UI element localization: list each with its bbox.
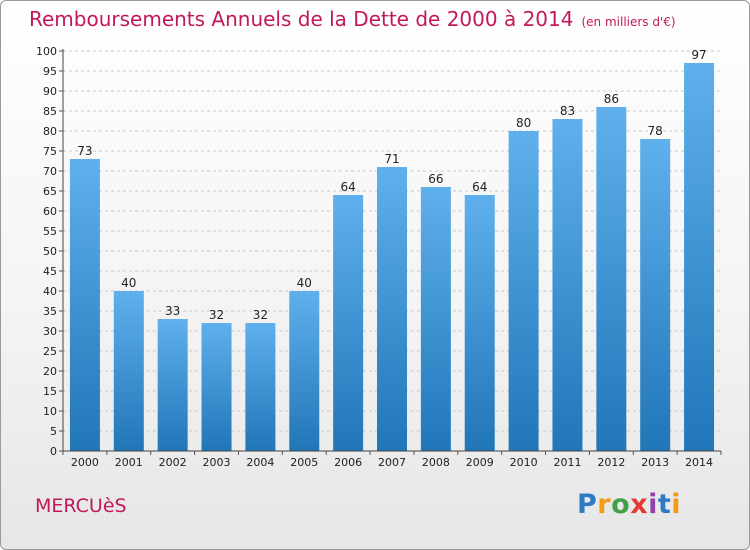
bar-2000 [69, 159, 100, 451]
y-tick-label: 65 [43, 185, 57, 198]
bar-2002 [157, 319, 188, 451]
y-tick-label: 15 [43, 385, 57, 398]
y-tick-label: 35 [43, 305, 57, 318]
value-label-2003: 32 [209, 308, 224, 322]
commune-name: MERCUèS [35, 495, 127, 517]
axes [62, 49, 721, 452]
y-tick-label: 85 [43, 105, 57, 118]
value-label-2006: 64 [340, 180, 355, 194]
logo-letter: o [611, 489, 631, 520]
value-label-2011: 83 [560, 104, 575, 118]
value-label-2013: 78 [648, 124, 663, 138]
x-tick-label-2009: 2009 [466, 456, 494, 469]
value-label-2012: 86 [604, 92, 619, 106]
bar-2004 [245, 323, 276, 451]
value-label-2004: 32 [253, 308, 268, 322]
bar-2013 [640, 139, 671, 451]
y-tick-label: 30 [43, 325, 57, 338]
bar-2001 [113, 291, 144, 451]
y-tick-label: 40 [43, 285, 57, 298]
logo-letter: i [671, 489, 682, 520]
bar-2014 [684, 63, 715, 451]
value-labels: 73 40 33 32 32 40 64 71 66 64 80 83 86 78 97 [77, 48, 706, 322]
y-tick-label: 45 [43, 265, 57, 278]
x-tick-label-2002: 2002 [159, 456, 187, 469]
value-label-2007: 71 [384, 152, 399, 166]
bar-2012 [596, 107, 627, 451]
logo-letter: x [630, 489, 649, 520]
bar-2011 [552, 119, 583, 451]
bars [69, 63, 715, 451]
y-tick-label: 60 [43, 205, 57, 218]
logo-letter: t [657, 489, 672, 520]
y-axis-ticks: 0 5 10 15 20 25 30 35 40 45 50 55 60 65 70 75 80 85 90 95 10… [36, 45, 63, 458]
chart-title-text: Remboursements Annuels de la Dette de 20… [29, 7, 574, 31]
x-tick-label-2004: 2004 [246, 456, 274, 469]
x-tick-label-2007: 2007 [378, 456, 406, 469]
x-tick-label-2006: 2006 [334, 456, 362, 469]
x-tick-label-2013: 2013 [641, 456, 669, 469]
value-label-2014: 97 [691, 48, 706, 62]
value-label-2010: 80 [516, 116, 531, 130]
bar-2008 [420, 187, 451, 451]
x-tick-label-2014: 2014 [685, 456, 713, 469]
x-axis-ticks: 2000 2001 2002 2003 2004 2005 2006 2007 2008 2009… [62, 451, 722, 469]
y-tick-label: 75 [43, 145, 57, 158]
value-label-2009: 64 [472, 180, 487, 194]
value-label-2008: 66 [428, 172, 443, 186]
y-tick-label: 50 [43, 245, 57, 258]
bar-2006 [333, 195, 364, 451]
x-tick-label-2010: 2010 [510, 456, 538, 469]
x-tick-label-2012: 2012 [597, 456, 625, 469]
y-tick-label: 80 [43, 125, 57, 138]
bar-2007 [377, 167, 407, 451]
y-tick-label: 25 [43, 345, 57, 358]
x-tick-label-2011: 2011 [553, 456, 581, 469]
bar-2003 [201, 323, 232, 451]
proxiti-logo: Proxiti [577, 489, 681, 520]
chart-title: Remboursements Annuels de la Dette de 20… [29, 7, 676, 31]
bar-2010 [508, 131, 539, 451]
chart-subtitle: (en milliers d'€) [581, 15, 676, 29]
x-tick-label-2000: 2000 [71, 456, 99, 469]
y-tick-label: 10 [43, 405, 57, 418]
bar-2009 [464, 195, 495, 451]
y-tick-label: 0 [50, 445, 57, 458]
x-tick-label-2005: 2005 [290, 456, 318, 469]
y-tick-label: 90 [43, 85, 57, 98]
logo-letter: i [648, 489, 658, 520]
x-tick-label-2008: 2008 [422, 456, 450, 469]
y-tick-label: 5 [50, 425, 57, 438]
value-label-2002: 33 [165, 304, 180, 318]
y-tick-label: 20 [43, 365, 57, 378]
logo-letter: P [577, 489, 598, 520]
y-tick-label: 70 [43, 165, 57, 178]
y-tick-label: 55 [43, 225, 57, 238]
y-tick-label: 95 [43, 65, 57, 78]
bar-2005 [289, 291, 320, 451]
value-label-2000: 73 [77, 144, 92, 158]
logo-letter: r [597, 489, 612, 520]
value-label-2005: 40 [297, 276, 312, 290]
value-label-2001: 40 [121, 276, 136, 290]
x-tick-label-2003: 2003 [203, 456, 231, 469]
x-tick-label-2001: 2001 [115, 456, 143, 469]
y-tick-label: 100 [36, 45, 57, 58]
